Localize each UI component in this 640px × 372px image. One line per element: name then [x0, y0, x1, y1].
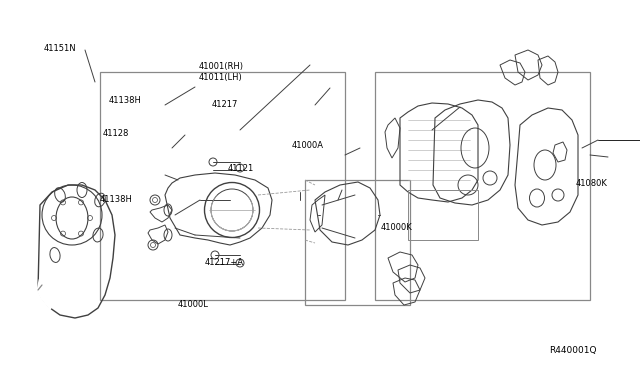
Text: 41128: 41128: [102, 129, 129, 138]
Text: 41011(LH): 41011(LH): [198, 73, 242, 81]
Bar: [100, 72, 345, 300]
Bar: [305, 180, 410, 305]
Text: 41000K: 41000K: [381, 223, 413, 232]
Bar: [408, 190, 478, 240]
Text: 41000L: 41000L: [178, 300, 209, 309]
Text: 41151N: 41151N: [44, 44, 76, 53]
Text: 41217: 41217: [211, 100, 237, 109]
Bar: [375, 72, 590, 300]
Text: R440001Q: R440001Q: [549, 346, 596, 355]
Text: 41138H: 41138H: [109, 96, 141, 105]
Polygon shape: [38, 275, 55, 308]
Text: 41217+A: 41217+A: [205, 258, 244, 267]
Text: 41121: 41121: [227, 164, 253, 173]
Text: 41001(RH): 41001(RH): [198, 62, 243, 71]
Text: 41000A: 41000A: [291, 141, 323, 150]
Text: 41080K: 41080K: [576, 179, 608, 187]
Text: 41138H: 41138H: [99, 195, 132, 203]
